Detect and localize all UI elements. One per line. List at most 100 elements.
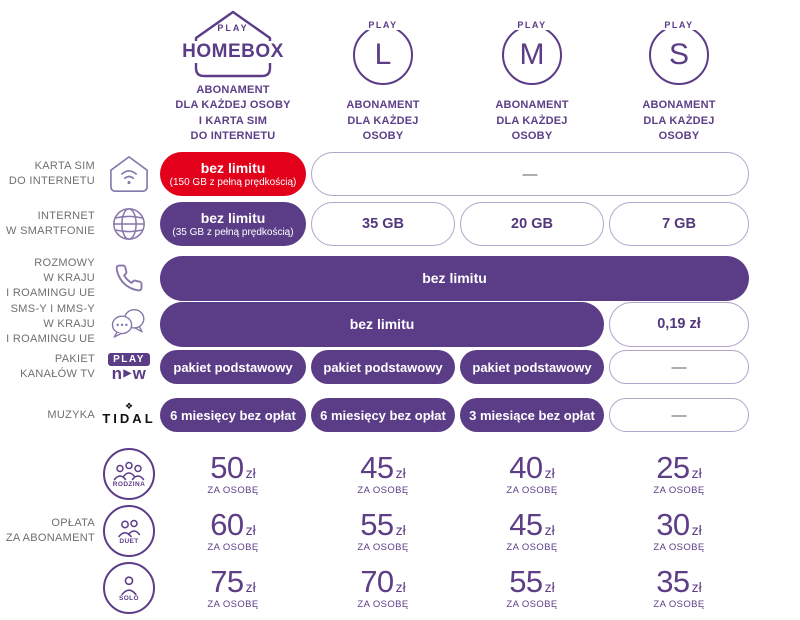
pill-internet-l: 35 GB bbox=[311, 202, 455, 246]
house-wifi-icon bbox=[103, 154, 155, 194]
play-now-now-text: n ▶ w bbox=[111, 363, 147, 383]
data-value: 0,19 zł bbox=[657, 316, 701, 333]
plan-subtitle-line: ABONAMENT bbox=[346, 99, 420, 112]
solo-icon: SOLO bbox=[103, 562, 155, 614]
pill-main-text: pakiet podstawowy bbox=[323, 359, 443, 375]
price-number: 60 bbox=[210, 507, 244, 542]
chat-bubbles-icon bbox=[103, 307, 155, 341]
data-value: 7 GB bbox=[662, 216, 696, 232]
feature-label-muzyka: MUZYKA ❖ TIDAL bbox=[0, 398, 155, 432]
pill-main-text: pakiet podstawowy bbox=[472, 359, 592, 375]
tier-label-solo: SOLO bbox=[0, 562, 155, 614]
plan-subtitle-line: DLA KAŻDEJ bbox=[347, 114, 419, 127]
feature-label-text: INTERNET W SMARTFONIE bbox=[6, 210, 95, 237]
dash-value: — bbox=[671, 406, 687, 424]
price-number: 25 bbox=[656, 450, 690, 485]
play-l-logo: PLAY L bbox=[353, 20, 413, 86]
plans-header-row: PLAY HOMEBOX ABONAMENT DLA KAŻDEJ OSOBY … bbox=[0, 8, 800, 144]
plan-header-s: PLAY S ABONAMENT DLA KAŻDEJ OSOBY bbox=[609, 8, 749, 144]
feature-label-text: MUZYKA bbox=[47, 408, 95, 421]
price-currency: zł bbox=[395, 465, 406, 481]
price-number: 45 bbox=[360, 450, 394, 485]
price-number: 35 bbox=[656, 564, 690, 599]
row-sms: SMS-Y I MMS-Y W KRAJU I ROAMINGU UE bez … bbox=[0, 302, 800, 347]
tier-label-rodzina: RODZINA bbox=[0, 448, 155, 500]
price-currency: zł bbox=[691, 522, 702, 538]
plan-subtitle-line: OSOBY bbox=[658, 129, 700, 142]
price-duet-s: 30 zł ZA OSOBĘ bbox=[609, 509, 749, 553]
data-value: 35 GB bbox=[362, 216, 404, 232]
family-people-icon bbox=[113, 461, 145, 480]
plan-subtitle-line: DO INTERNETU bbox=[190, 129, 276, 142]
plan-subtitle-line: DLA KAŻDEJ OSOBY bbox=[175, 99, 291, 112]
pill-tv-m: pakiet podstawowy bbox=[460, 350, 604, 384]
price-number: 75 bbox=[210, 564, 244, 599]
play-now-play-text: PLAY bbox=[108, 352, 150, 366]
plan-subtitle-line: I KARTA SIM bbox=[198, 114, 268, 127]
price-per-person: ZA OSOBĘ bbox=[207, 542, 259, 553]
price-currency: zł bbox=[691, 465, 702, 481]
pill-internet-s: 7 GB bbox=[609, 202, 749, 246]
pill-main-text: 6 miesięcy bez opłat bbox=[170, 407, 296, 423]
tier-name: RODZINA bbox=[112, 480, 146, 488]
pill-internet-m: 20 GB bbox=[460, 202, 604, 246]
pill-main-text: 6 miesięcy bez opłat bbox=[320, 407, 446, 423]
solo-person-icon bbox=[121, 575, 137, 595]
oplata-label: OPŁATA ZA ABONAMENT bbox=[5, 517, 95, 544]
pill-main-text: bez limitu bbox=[200, 209, 266, 226]
dash-value: — bbox=[522, 165, 538, 183]
pill-main-text: 3 miesiące bez opłat bbox=[469, 407, 595, 423]
price-solo-s: 35 zł ZA OSOBĘ bbox=[609, 566, 749, 610]
price-per-person: ZA OSOBĘ bbox=[357, 542, 409, 553]
price-number: 55 bbox=[509, 564, 543, 599]
plan-brand-label: PLAY bbox=[660, 20, 698, 31]
pill-sub-text: (35 GB z pełną prędkością) bbox=[172, 226, 294, 238]
price-per-person: ZA OSOBĘ bbox=[357, 485, 409, 496]
duet-people-icon bbox=[118, 519, 141, 537]
pill-muzyka-m: 3 miesiące bez opłat bbox=[460, 398, 604, 432]
house-outline-icon bbox=[194, 10, 272, 78]
plan-brand-label: PLAY bbox=[513, 20, 551, 31]
plan-subtitle-line: DLA KAŻDEJ bbox=[496, 114, 568, 127]
plan-header-m: PLAY M ABONAMENT DLA KAŻDEJ OSOBY bbox=[460, 8, 604, 144]
price-number: 30 bbox=[656, 507, 690, 542]
plan-header-homebox: PLAY HOMEBOX ABONAMENT DLA KAŻDEJ OSOBY … bbox=[160, 8, 306, 144]
pill-internet-homebox: bez limitu (35 GB z pełną prędkością) bbox=[160, 202, 306, 246]
row-karta-sim: KARTA SIM DO INTERNETU bez limitu (150 G… bbox=[0, 152, 800, 196]
plan-subtitle-line: ABONAMENT bbox=[642, 99, 716, 112]
plan-subtitle-line: ABONAMENT bbox=[196, 84, 270, 97]
price-currency: zł bbox=[544, 522, 555, 538]
play-triangle-icon: ▶ bbox=[123, 367, 132, 379]
row-tv: PAKIET KANAŁÓW TV PLAY n ▶ w pakiet podsta… bbox=[0, 350, 800, 384]
dash-value: — bbox=[671, 358, 687, 376]
price-currency: zł bbox=[544, 465, 555, 481]
plan-brand-label: PLAY bbox=[364, 20, 402, 31]
price-rodzina-m: 40 zł ZA OSOBĘ bbox=[460, 452, 604, 496]
plan-subtitle-line: DLA KAŻDEJ bbox=[643, 114, 715, 127]
row-internet: INTERNET W SMARTFONIE bez limitu (35 GB … bbox=[0, 202, 800, 246]
price-per-person: ZA OSOBĘ bbox=[506, 599, 558, 610]
plan-letter: L bbox=[374, 38, 392, 72]
price-duet-homebox: 60 zł ZA OSOBĘ bbox=[160, 509, 306, 553]
price-per-person: ZA OSOBĘ bbox=[357, 599, 409, 610]
feature-label-text: KARTA SIM DO INTERNETU bbox=[8, 160, 95, 187]
duet-icon: DUET bbox=[103, 505, 155, 557]
tidal-mark-icon: ❖ bbox=[124, 401, 134, 412]
pill-tv-s: — bbox=[609, 350, 749, 384]
plan-subtitle-line: OSOBY bbox=[511, 129, 553, 142]
data-value: 20 GB bbox=[511, 216, 553, 232]
price-currency: zł bbox=[245, 522, 256, 538]
price-rodzina-l: 45 zł ZA OSOBĘ bbox=[311, 452, 455, 496]
feature-label-tv: PAKIET KANAŁÓW TV PLAY n ▶ w bbox=[0, 350, 155, 384]
pill-sub-text: (150 GB z pełną prędkością) bbox=[169, 176, 297, 188]
plan-letter: M bbox=[519, 38, 545, 72]
price-per-person: ZA OSOBĘ bbox=[207, 485, 259, 496]
play-homebox-logo: PLAY HOMEBOX bbox=[172, 8, 294, 79]
price-number: 70 bbox=[360, 564, 394, 599]
pill-muzyka-homebox: 6 miesięcy bez opłat bbox=[160, 398, 306, 432]
pill-karta-sim-lms: — bbox=[311, 152, 749, 196]
homebox-name-label: HOMEBOX bbox=[180, 41, 286, 63]
row-price-duet: OPŁATA ZA ABONAMENT DUET 60 zł ZA OSOBĘ 5… bbox=[0, 505, 800, 557]
plan-subtitle: ABONAMENT DLA KAŻDEJ OSOBY bbox=[346, 98, 419, 144]
